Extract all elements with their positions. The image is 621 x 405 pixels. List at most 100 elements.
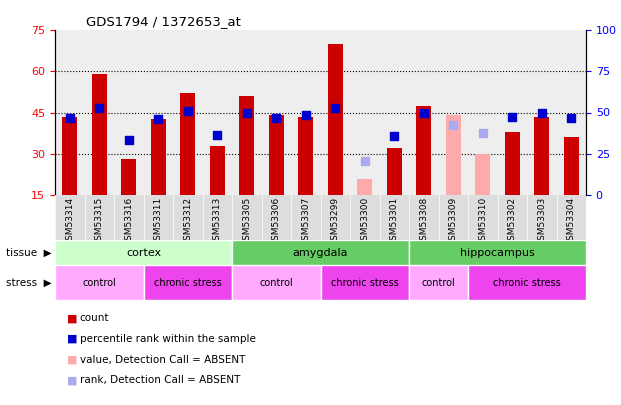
Bar [556,30,586,195]
Bar [556,195,586,240]
Bar [409,265,468,300]
Bar [350,30,379,195]
Bar [298,117,313,195]
Point [360,158,369,164]
Bar [505,132,520,195]
Point [183,108,193,114]
Point [507,113,517,120]
Text: ■: ■ [67,313,78,323]
Bar [210,145,225,195]
Point [566,115,576,121]
Text: hippocampus: hippocampus [460,247,535,258]
Bar [564,137,579,195]
Point [242,109,252,116]
Bar [475,154,490,195]
Bar [291,195,320,240]
Bar [350,195,379,240]
Text: GSM53307: GSM53307 [301,197,310,247]
Text: GSM53314: GSM53314 [65,197,75,246]
Bar [379,30,409,195]
Text: GSM53304: GSM53304 [567,197,576,246]
Bar [357,179,372,195]
Text: GSM53303: GSM53303 [537,197,546,247]
Text: GSM53302: GSM53302 [508,197,517,246]
Bar [84,195,114,240]
Text: count: count [80,313,109,323]
Point [271,115,281,121]
Point [330,105,340,112]
Bar [438,30,468,195]
Bar [143,30,173,195]
Bar [121,159,136,195]
Text: GDS1794 / 1372653_at: GDS1794 / 1372653_at [86,15,241,28]
Bar [468,30,497,195]
Bar [527,30,556,195]
Bar [409,195,438,240]
Text: amygdala: amygdala [292,247,348,258]
Bar [269,115,284,195]
Bar [468,195,497,240]
Text: GSM53311: GSM53311 [154,197,163,247]
Text: control: control [422,277,455,288]
Bar [239,96,254,195]
Bar [232,265,320,300]
Bar [535,117,549,195]
Point [478,130,487,136]
Bar [320,195,350,240]
Text: GSM53301: GSM53301 [390,197,399,247]
Text: GSM53305: GSM53305 [242,197,252,247]
Text: GSM53299: GSM53299 [331,197,340,246]
Text: GSM53316: GSM53316 [124,197,134,247]
Text: chronic stress: chronic stress [331,277,399,288]
Text: percentile rank within the sample: percentile rank within the sample [80,334,256,344]
Text: value, Detection Call = ABSENT: value, Detection Call = ABSENT [80,355,245,364]
Text: control: control [83,277,116,288]
Text: GSM53309: GSM53309 [449,197,458,247]
Point [537,109,546,116]
Bar [232,240,409,265]
Text: GSM53310: GSM53310 [478,197,487,247]
Point [65,115,75,121]
Bar [55,265,143,300]
Bar [497,195,527,240]
Bar [320,30,350,195]
Text: ■: ■ [67,355,78,364]
Bar [55,195,84,240]
Point [124,137,134,143]
Bar [291,30,320,195]
Point [389,132,399,139]
Text: GSM53313: GSM53313 [213,197,222,247]
Text: control: control [260,277,293,288]
Bar [114,30,143,195]
Bar [202,195,232,240]
Point [212,131,222,138]
Bar [55,240,232,265]
Text: GSM53312: GSM53312 [183,197,193,246]
Point [419,109,428,116]
Bar [261,195,291,240]
Bar [387,148,402,195]
Text: GSM53315: GSM53315 [95,197,104,247]
Bar [232,30,261,195]
Bar [62,117,77,195]
Text: GSM53308: GSM53308 [419,197,428,247]
Bar [416,106,431,195]
Point [448,122,458,128]
Point [301,112,310,119]
Bar [143,265,232,300]
Text: ■: ■ [67,375,78,385]
Bar [114,195,143,240]
Text: chronic stress: chronic stress [493,277,561,288]
Point [153,116,163,123]
Bar [55,30,84,195]
Text: rank, Detection Call = ABSENT: rank, Detection Call = ABSENT [80,375,240,385]
Text: chronic stress: chronic stress [154,277,222,288]
Bar [438,195,468,240]
Text: ■: ■ [67,334,78,344]
Bar [232,195,261,240]
Bar [92,74,107,195]
Bar [409,30,438,195]
Bar [497,30,527,195]
Bar [151,119,166,195]
Bar [173,195,202,240]
